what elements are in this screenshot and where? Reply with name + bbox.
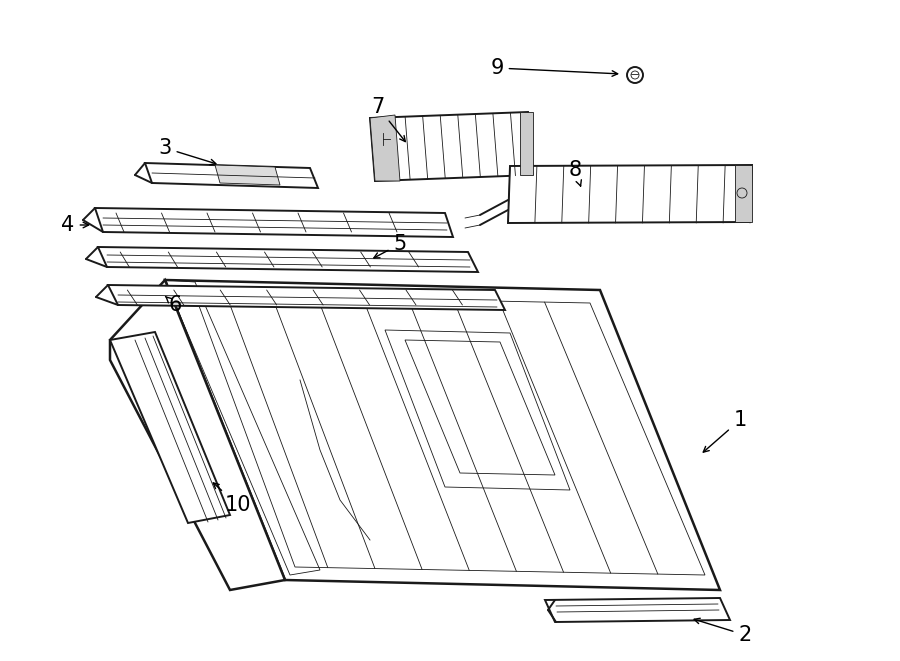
Polygon shape xyxy=(735,165,752,222)
Text: 2: 2 xyxy=(694,618,751,645)
Polygon shape xyxy=(545,598,730,622)
Polygon shape xyxy=(108,285,505,310)
Text: 10: 10 xyxy=(213,483,251,515)
Polygon shape xyxy=(215,165,280,185)
Polygon shape xyxy=(508,165,752,223)
Text: 3: 3 xyxy=(158,138,216,165)
Text: 8: 8 xyxy=(569,160,581,186)
Polygon shape xyxy=(110,332,230,523)
Polygon shape xyxy=(110,280,285,590)
Polygon shape xyxy=(370,112,533,181)
Text: 9: 9 xyxy=(491,58,617,78)
Polygon shape xyxy=(95,208,453,237)
Polygon shape xyxy=(145,163,318,188)
Text: 1: 1 xyxy=(703,410,747,452)
Text: 5: 5 xyxy=(374,234,407,258)
Text: 4: 4 xyxy=(61,215,89,235)
Polygon shape xyxy=(370,115,400,181)
Polygon shape xyxy=(165,280,720,590)
Text: 6: 6 xyxy=(166,295,182,315)
Text: 7: 7 xyxy=(372,97,405,141)
Polygon shape xyxy=(520,112,533,175)
Polygon shape xyxy=(98,247,478,272)
